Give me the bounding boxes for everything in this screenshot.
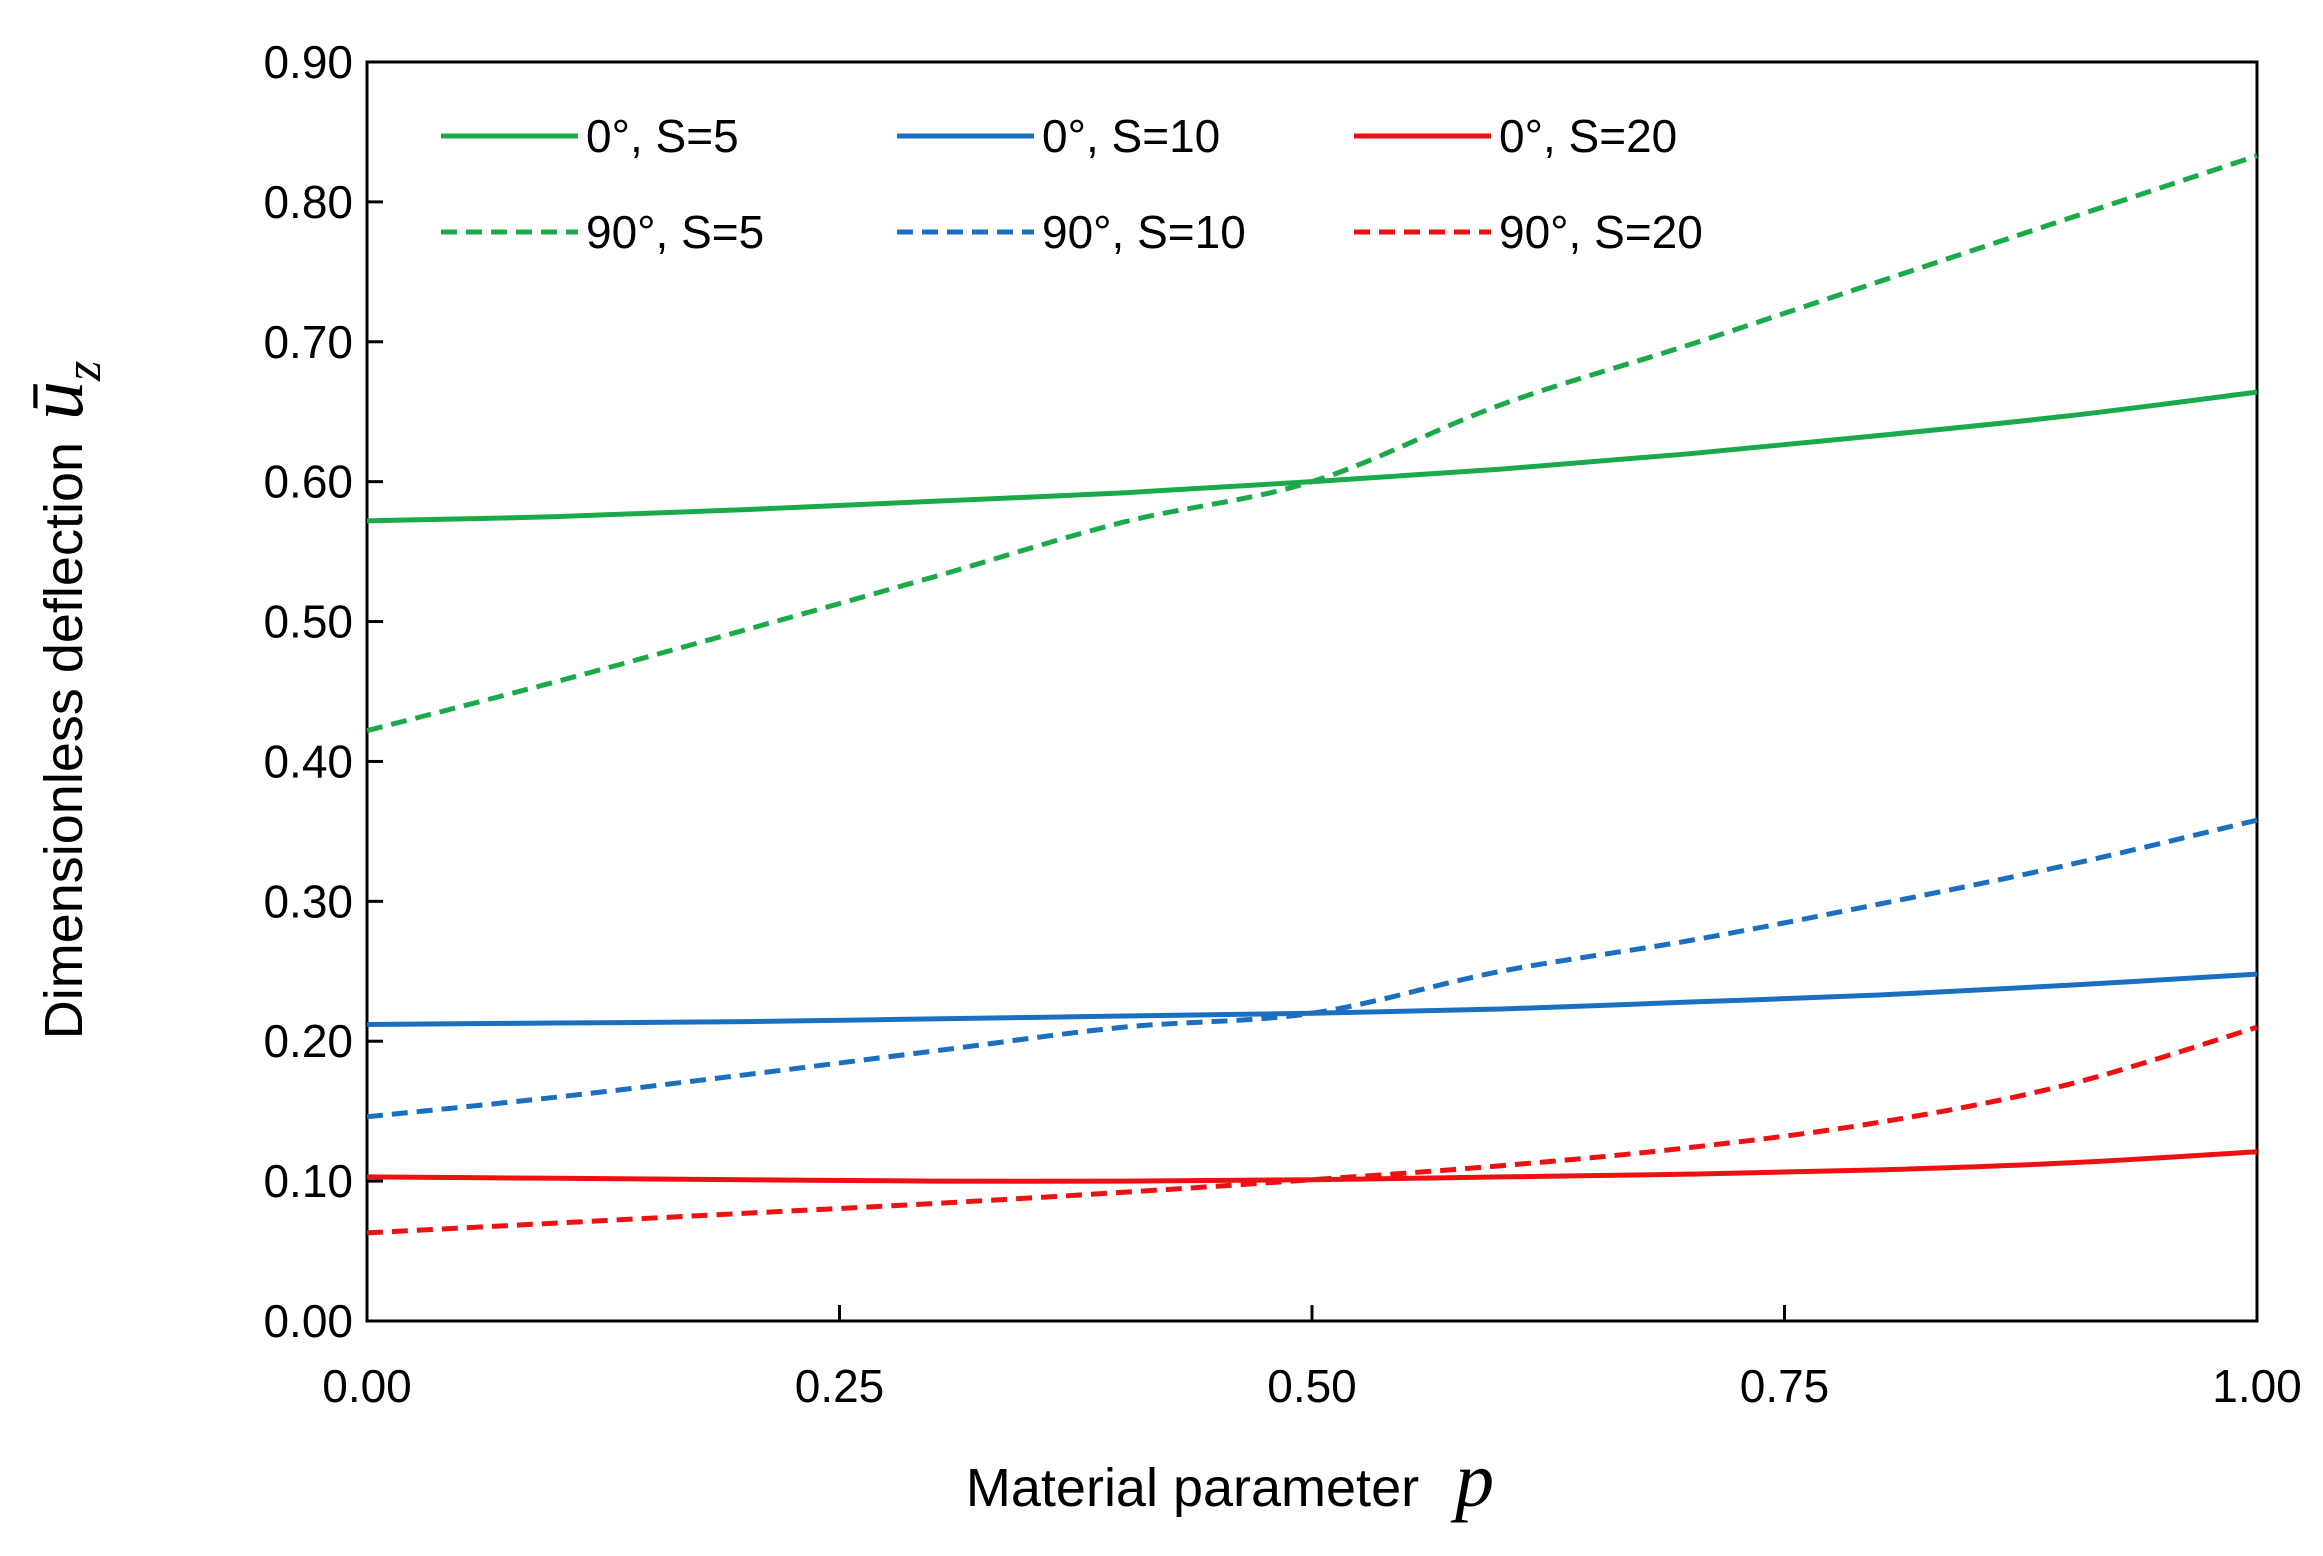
y-tick-label: 0.10 — [263, 1155, 353, 1207]
legend-label-0deg-s-10: 0°, S=10 — [1042, 110, 1220, 162]
legend-label-90deg-s-5: 90°, S=5 — [586, 206, 764, 258]
y-tick-label: 0.00 — [263, 1295, 353, 1347]
y-axis-symbol: ū — [12, 381, 99, 420]
y-tick-label: 0.70 — [263, 316, 353, 368]
y-tick-label: 0.20 — [263, 1015, 353, 1067]
series-line-0deg-s-20 — [366, 1149, 2258, 1184]
axis-titles: Dimensionless deflectionūz Material para… — [12, 361, 1494, 1523]
legend: 0°, S=5 0°, S=10 0°, S=20 90°, S=5 90°, S=10… — [441, 110, 1703, 258]
y-tick-label: 0.30 — [263, 875, 353, 927]
series-line-90deg-s-20 — [366, 1024, 2258, 1236]
y-axis-title: Dimensionless deflectionūz — [12, 361, 112, 1040]
legend-label-0deg-s-5: 0°, S=5 — [586, 110, 739, 162]
legend-label-90deg-s-20: 90°, S=20 — [1499, 206, 1703, 258]
y-axis-subscript: z — [55, 361, 112, 382]
y-tick-label: 0.40 — [263, 735, 353, 787]
x-tick-label: 0.00 — [322, 1360, 412, 1412]
x-tick-label: 0.50 — [1267, 1360, 1357, 1412]
series-line-0deg-s-5 — [366, 389, 2258, 524]
x-tick-label: 1.00 — [2212, 1360, 2302, 1412]
y-tick-label: 0.60 — [263, 456, 353, 508]
y-tick-label: 0.80 — [263, 176, 353, 228]
legend-label-90deg-s-10: 90°, S=10 — [1042, 206, 1246, 258]
x-tick-label: 0.25 — [795, 1360, 885, 1412]
y-tick-label: 0.90 — [263, 36, 353, 88]
axes-layer: 0.00 0.10 0.20 0.30 0.40 0.50 0.60 0.70 0.80 0.90… — [263, 36, 2301, 1412]
x-axis-title: Material parameter p — [966, 1436, 1494, 1523]
series-line-0deg-s-10 — [366, 971, 2258, 1027]
x-tick-label: 0.75 — [1740, 1360, 1830, 1412]
legend-label-0deg-s-20: 0°, S=20 — [1499, 110, 1677, 162]
series-layer — [366, 153, 2258, 1236]
x-axis-symbol: p — [1450, 1436, 1494, 1523]
y-tick-label: 0.50 — [263, 596, 353, 648]
